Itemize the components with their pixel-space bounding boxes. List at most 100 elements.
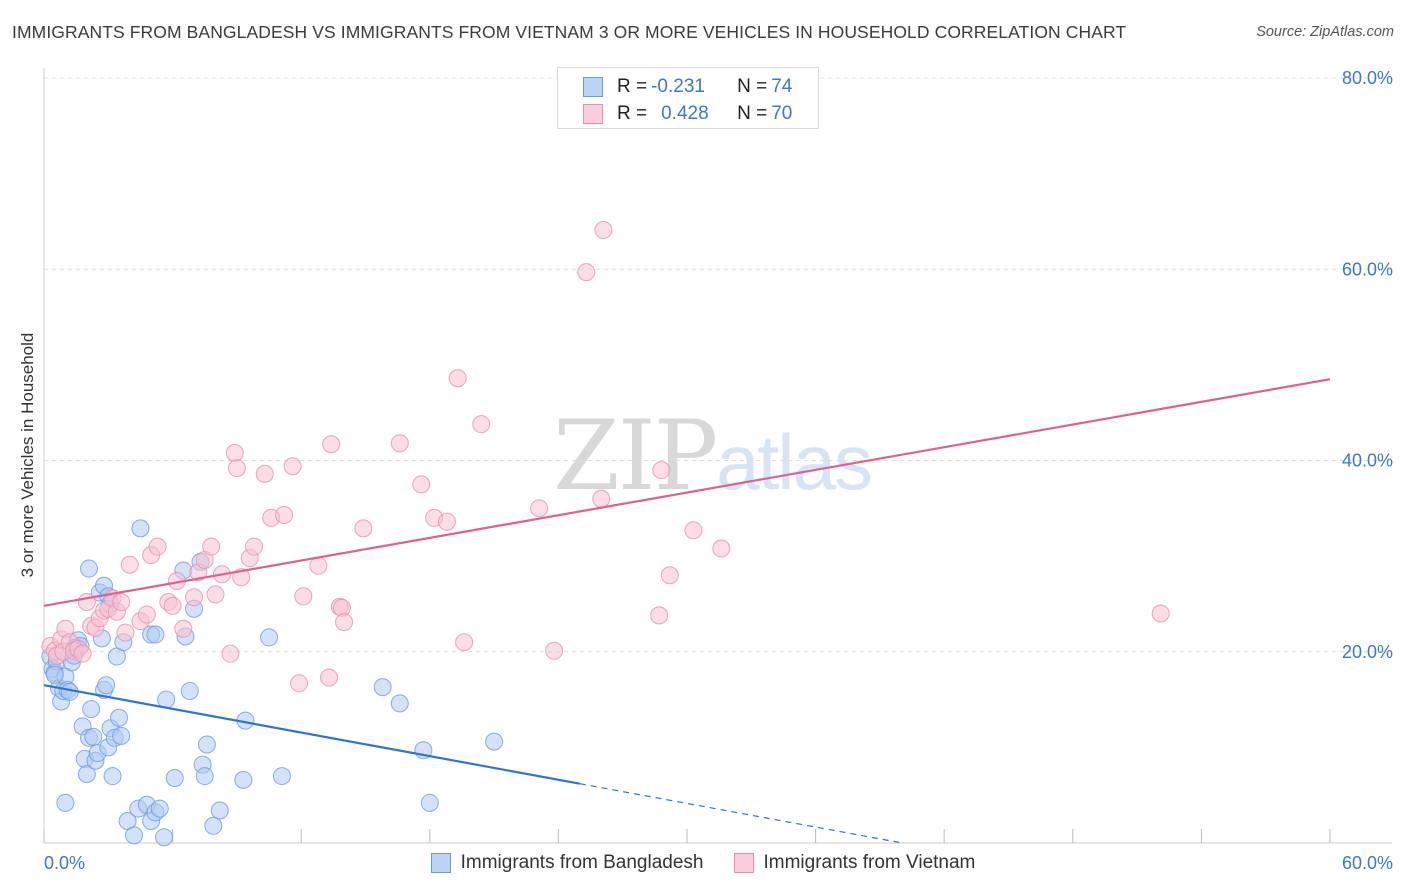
data-point-pink xyxy=(1151,604,1170,623)
r-label: R = xyxy=(617,76,648,97)
data-point-blue xyxy=(146,625,165,644)
data-point-pink xyxy=(650,606,669,625)
legend-item-vietnam: Immigrants from Vietnam xyxy=(733,852,976,874)
legend-swatch-blue xyxy=(430,853,451,873)
data-point-blue xyxy=(485,732,504,751)
watermark: ZIPatlas xyxy=(553,400,873,512)
data-point-pink xyxy=(290,674,309,693)
data-point-blue xyxy=(45,665,64,684)
data-point-pink xyxy=(255,464,274,483)
legend-label-vietnam: Immigrants from Vietnam xyxy=(763,852,976,873)
data-point-blue xyxy=(272,767,291,786)
data-point-blue xyxy=(150,799,169,818)
r-value: 0.428 xyxy=(661,103,709,124)
data-point-blue xyxy=(234,770,253,789)
data-point-blue xyxy=(195,767,214,786)
data-point-pink xyxy=(77,593,96,612)
watermark-zip: ZIP xyxy=(553,400,718,512)
watermark-atlas: atlas xyxy=(716,418,873,506)
legend-swatch-blue xyxy=(583,77,603,97)
series-legend: Immigrants from Bangladesh Immigrants fr… xyxy=(0,852,1406,874)
data-point-pink xyxy=(530,499,549,518)
data-point-pink xyxy=(354,519,373,538)
data-point-pink xyxy=(206,585,225,604)
data-point-blue xyxy=(180,681,199,700)
source-credit: Source: ZipAtlas.com xyxy=(1256,24,1394,40)
data-point-blue xyxy=(80,559,99,578)
data-point-pink xyxy=(390,434,409,453)
data-point-blue xyxy=(420,793,439,812)
n-label: N = xyxy=(737,76,768,97)
data-point-blue xyxy=(260,628,279,647)
data-point-blue xyxy=(210,801,229,820)
r-label: R = xyxy=(617,103,648,124)
data-point-pink xyxy=(448,369,467,388)
data-point-blue xyxy=(56,793,75,812)
y-tick-label: 40.0% xyxy=(1342,451,1393,471)
legend-item-bangladesh: Immigrants from Bangladesh xyxy=(430,852,704,874)
data-point-blue xyxy=(155,828,174,847)
x-tick-label: 60.0% xyxy=(1342,853,1393,873)
data-point-pink xyxy=(437,512,456,531)
data-point-blue xyxy=(197,735,216,754)
data-point-blue xyxy=(373,678,392,697)
y-tick-label: 80.0% xyxy=(1342,68,1393,88)
data-point-pink xyxy=(660,566,679,585)
data-point-pink xyxy=(412,475,431,494)
data-point-pink xyxy=(185,588,204,607)
data-point-pink xyxy=(294,587,313,606)
data-point-blue xyxy=(204,816,223,835)
data-point-pink xyxy=(592,489,611,508)
legend-label-bangladesh: Immigrants from Bangladesh xyxy=(460,852,704,873)
data-point-pink xyxy=(577,263,596,282)
r-value: -0.231 xyxy=(651,76,705,97)
y-tick-label: 20.0% xyxy=(1342,642,1393,662)
data-point-pink xyxy=(322,435,341,454)
data-point-blue xyxy=(82,700,101,719)
trend-line-extension-blue xyxy=(579,783,903,844)
correlation-legend: R = -0.231 N = 74 R = 0.428 N = 70 xyxy=(557,67,819,129)
y-tick-label: 60.0% xyxy=(1342,259,1393,279)
data-point-pink xyxy=(455,633,474,652)
data-point-blue xyxy=(84,727,103,746)
data-point-pink xyxy=(221,644,240,663)
data-point-pink xyxy=(225,443,244,462)
data-point-pink xyxy=(245,537,264,556)
data-point-pink xyxy=(594,221,613,240)
data-point-blue xyxy=(125,826,144,845)
data-point-blue xyxy=(103,767,122,786)
data-point-pink xyxy=(283,457,302,476)
data-point-pink xyxy=(309,556,328,575)
data-point-pink xyxy=(227,459,246,478)
legend-row-vietnam: R = 0.428 N = 70 xyxy=(583,102,792,126)
x-tick-label: 0.0% xyxy=(44,853,85,873)
data-point-pink xyxy=(684,521,703,540)
data-point-pink xyxy=(116,623,135,642)
n-value: 70 xyxy=(771,103,793,124)
data-point-pink xyxy=(320,668,339,687)
data-point-pink xyxy=(112,593,131,612)
chart-title: IMMIGRANTS FROM BANGLADESH VS IMMIGRANTS… xyxy=(12,22,1127,42)
data-point-pink xyxy=(163,596,182,615)
data-point-blue xyxy=(77,765,96,784)
legend-row-bangladesh: R = -0.231 N = 74 xyxy=(583,75,792,99)
data-point-pink xyxy=(275,506,294,525)
data-point-blue xyxy=(112,726,131,745)
legend-swatch-pink xyxy=(733,853,754,873)
data-point-pink xyxy=(712,539,731,558)
trend-line-pink xyxy=(43,378,1331,607)
data-point-pink xyxy=(73,644,92,663)
data-point-pink xyxy=(120,555,139,574)
n-label: N = xyxy=(737,103,768,124)
n-value: 74 xyxy=(771,76,793,97)
data-point-pink xyxy=(202,537,221,556)
data-point-pink xyxy=(472,415,491,434)
data-point-pink xyxy=(652,461,671,480)
data-point-blue xyxy=(165,768,184,787)
trend-line-blue xyxy=(43,684,581,785)
data-point-blue xyxy=(110,708,129,727)
data-point-pink xyxy=(148,537,167,556)
legend-swatch-pink xyxy=(583,104,603,124)
data-point-pink xyxy=(335,613,354,632)
